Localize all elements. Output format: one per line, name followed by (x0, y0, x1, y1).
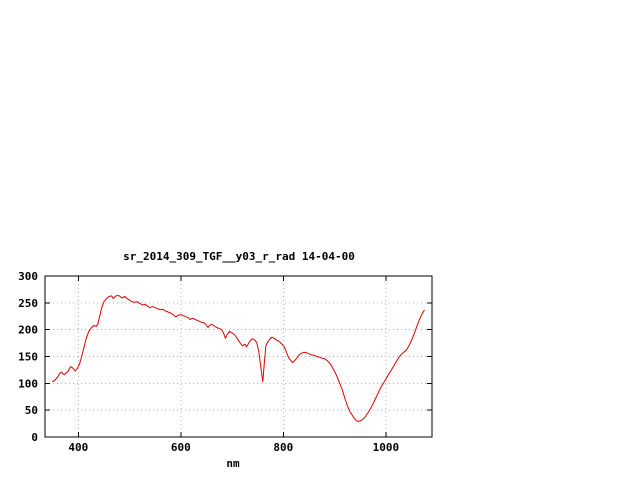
series-layer (52, 294, 425, 422)
x-tick-label: 600 (171, 441, 191, 454)
x-tick-label: 1000 (373, 441, 400, 454)
radiance-line (52, 294, 425, 422)
y-tick-label: 0 (31, 431, 38, 444)
y-tick-label: 50 (25, 404, 38, 417)
y-tick-label: 200 (18, 324, 38, 337)
grid-layer (45, 276, 432, 437)
plot-border (44, 275, 433, 438)
y-tick-label: 100 (18, 377, 38, 390)
tick-label-layer: 400 600 800 1000 0 50 100 150 200 250 300 (18, 270, 399, 454)
y-tick-label: 250 (18, 297, 38, 310)
x-axis-label: nm (226, 457, 240, 470)
chart-title: sr_2014_309_TGF__y03_r_rad 14-04-00 (123, 250, 355, 263)
y-tick-label: 150 (18, 351, 38, 364)
x-tick-label: 400 (68, 441, 88, 454)
x-tick-label: 800 (273, 441, 293, 454)
y-tick-label: 300 (18, 270, 38, 283)
